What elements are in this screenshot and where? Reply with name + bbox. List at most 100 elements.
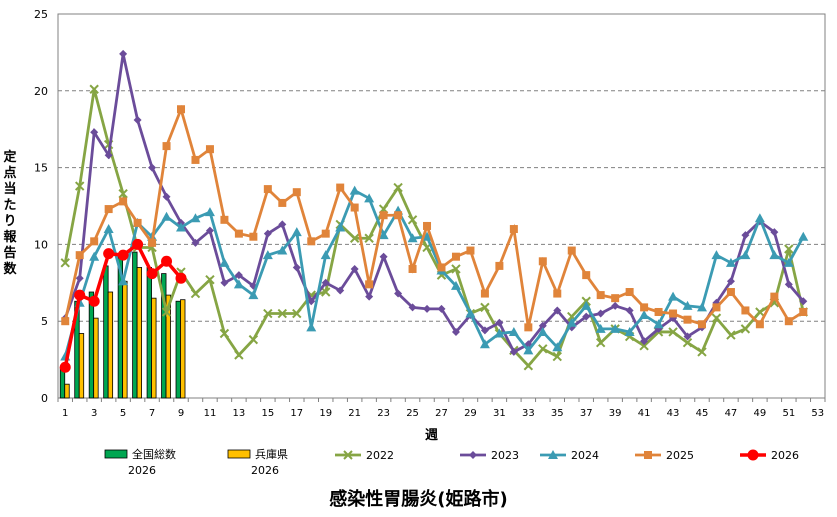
data-point — [582, 271, 591, 280]
data-point — [595, 323, 606, 333]
data-point — [393, 182, 403, 193]
data-point — [640, 303, 649, 312]
data-point — [611, 294, 620, 303]
bar-hyogo — [93, 317, 99, 399]
data-point — [538, 257, 547, 266]
data-point — [509, 347, 518, 356]
data-point — [639, 341, 649, 351]
data-point — [59, 361, 71, 373]
data-point — [176, 222, 187, 232]
data-point — [60, 258, 70, 268]
data-point — [465, 308, 476, 318]
data-point — [668, 327, 678, 337]
data-point — [625, 306, 634, 315]
data-point — [408, 303, 417, 312]
data-point — [711, 313, 722, 323]
data-point — [89, 84, 99, 94]
data-point — [582, 312, 591, 321]
data-point — [495, 261, 504, 270]
chart-title: 感染性胃腸炎(姫路市) — [329, 489, 508, 510]
data-point — [747, 449, 759, 461]
data-point — [205, 275, 215, 285]
data-point — [668, 291, 679, 301]
x-tick-label: 43 — [667, 408, 680, 419]
x-tick-label: 53 — [811, 408, 824, 419]
data-point — [581, 300, 592, 310]
data-point — [450, 280, 461, 290]
data-point — [191, 155, 200, 164]
x-tick-label: 39 — [609, 408, 622, 419]
data-point — [437, 263, 446, 272]
data-point — [697, 320, 706, 329]
data-point — [552, 351, 562, 362]
data-point — [177, 105, 186, 114]
x-tick-label: 25 — [406, 408, 419, 419]
bar-hyogo — [180, 299, 186, 399]
data-point — [292, 263, 301, 272]
legend-label: 全国総数 — [132, 447, 176, 461]
data-point — [422, 231, 433, 241]
data-point — [278, 220, 287, 229]
data-point — [75, 251, 84, 260]
x-axis-label: 週 — [425, 428, 439, 443]
data-point — [219, 257, 230, 267]
data-point — [291, 227, 302, 237]
data-point — [277, 245, 288, 255]
data-point — [538, 344, 548, 354]
x-tick-label: 33 — [522, 408, 535, 419]
data-point — [119, 197, 128, 206]
data-point — [683, 315, 692, 324]
data-point — [364, 193, 375, 203]
data-point — [335, 222, 346, 232]
data-point — [726, 288, 735, 297]
data-point — [480, 289, 489, 298]
x-tick-label: 15 — [261, 408, 274, 419]
data-point — [249, 232, 258, 241]
data-point — [117, 249, 129, 261]
data-point — [262, 250, 273, 260]
data-point — [394, 289, 403, 298]
data-point — [133, 115, 142, 124]
legend-label: 2025 — [666, 449, 694, 462]
x-tick-label: 23 — [377, 408, 390, 419]
data-point — [624, 326, 635, 336]
data-point — [711, 250, 722, 260]
data-point — [306, 322, 317, 332]
data-point — [480, 326, 489, 335]
data-point — [741, 231, 750, 240]
x-tick-label: 9 — [178, 408, 184, 419]
bar-national — [175, 300, 181, 399]
x-tick-label: 7 — [149, 408, 155, 419]
data-point — [320, 250, 331, 260]
data-point — [263, 185, 272, 194]
data-point — [644, 451, 652, 459]
data-point — [204, 207, 215, 217]
bar-national — [103, 265, 109, 399]
y-tick-label: 20 — [34, 85, 48, 98]
series-2025 — [61, 104, 808, 332]
series-line — [63, 188, 805, 357]
data-point — [508, 326, 519, 336]
data-point — [726, 277, 735, 286]
x-tick-label: 1 — [62, 408, 68, 419]
data-point — [740, 250, 751, 260]
data-point — [669, 309, 678, 318]
x-tick-label: 13 — [233, 408, 246, 419]
data-point — [799, 307, 808, 316]
data-point — [119, 49, 128, 58]
y-axis-label: 定点当たり報告数 — [3, 150, 17, 277]
data-point — [61, 317, 70, 326]
data-point — [364, 233, 374, 243]
data-point — [103, 248, 115, 260]
data-point — [523, 345, 534, 355]
data-point — [798, 231, 809, 241]
bar-national — [88, 291, 95, 399]
x-tick-label: 49 — [754, 408, 767, 419]
data-point — [175, 272, 187, 284]
data-point — [799, 297, 808, 306]
legend-label: 2026 — [251, 464, 279, 477]
data-point — [263, 229, 272, 238]
y-tick-label: 10 — [34, 238, 48, 251]
data-point — [784, 244, 794, 254]
